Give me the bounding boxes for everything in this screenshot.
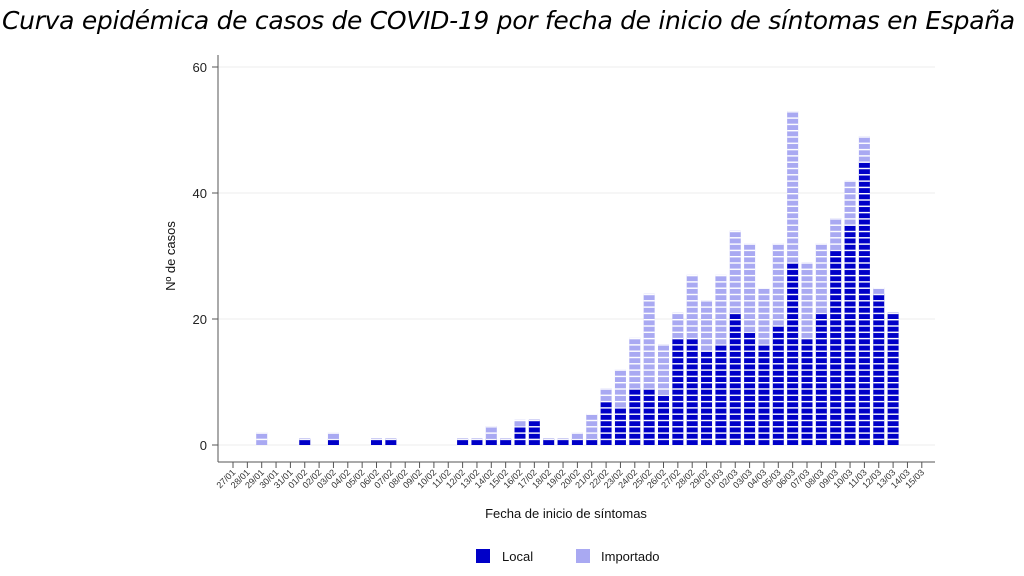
legend-swatch-importado bbox=[576, 549, 590, 563]
bar-stripes bbox=[758, 287, 770, 345]
legend-swatch-local bbox=[476, 549, 490, 563]
bar-stripes bbox=[873, 287, 885, 294]
bar-stripes bbox=[744, 243, 756, 332]
bar-stripes bbox=[801, 262, 813, 338]
bar-stripes bbox=[744, 331, 756, 445]
y-tick-label: 40 bbox=[193, 186, 207, 201]
bar-stripes bbox=[701, 350, 713, 445]
y-tick-label: 60 bbox=[193, 60, 207, 75]
bar-stripes bbox=[844, 224, 856, 445]
bar-stripes bbox=[586, 438, 598, 445]
bar-stripes bbox=[557, 438, 569, 445]
bar-stripes bbox=[614, 369, 626, 408]
bar-stripes bbox=[528, 419, 540, 445]
y-axis-label: Nº de casos bbox=[163, 221, 178, 291]
bar-stripes bbox=[672, 337, 684, 445]
bar-stripes bbox=[686, 337, 698, 445]
bar-stripes bbox=[543, 438, 555, 445]
bar-stripes bbox=[715, 344, 727, 445]
bar-stripes bbox=[787, 111, 799, 263]
bar-stripes bbox=[629, 388, 641, 445]
bar-stripes bbox=[600, 400, 612, 445]
bar-stripes bbox=[600, 388, 612, 401]
bar-stripes bbox=[614, 407, 626, 445]
bar-stripes bbox=[815, 312, 827, 445]
bar-stripes bbox=[643, 293, 655, 389]
bar-stripes bbox=[586, 413, 598, 439]
bar-stripes bbox=[830, 218, 842, 250]
bar-stripes bbox=[514, 426, 526, 445]
bar-stripes bbox=[485, 426, 497, 439]
y-tick-label: 20 bbox=[193, 312, 207, 327]
bar-stripes bbox=[873, 293, 885, 445]
x-axis-label: Fecha de inicio de síntomas bbox=[485, 506, 647, 521]
bar-stripes bbox=[371, 438, 382, 445]
bar-stripes bbox=[514, 419, 526, 427]
bar-stripes bbox=[658, 344, 669, 395]
bar-stripes bbox=[801, 337, 813, 445]
bar-stripes bbox=[485, 438, 497, 445]
bar-stripes bbox=[571, 432, 583, 439]
bar-stripes bbox=[471, 438, 483, 445]
bar-stripes bbox=[787, 262, 799, 445]
chart-title: Curva epidémica de casos de COVID-19 por… bbox=[2, 6, 1015, 35]
bar-stripes bbox=[629, 337, 641, 389]
bar-stripes bbox=[299, 438, 311, 445]
bar-stripes bbox=[772, 243, 784, 326]
bar-stripes bbox=[658, 394, 669, 445]
bar-stripes bbox=[686, 274, 698, 338]
y-tick-label: 0 bbox=[200, 438, 207, 453]
bar-stripes bbox=[672, 312, 684, 338]
bar-stripes bbox=[643, 388, 655, 445]
legend-label-importado: Importado bbox=[601, 549, 660, 564]
bar-stripes bbox=[457, 438, 469, 445]
bar-stripes bbox=[385, 438, 397, 445]
bar-stripes bbox=[858, 136, 870, 162]
bar-stripes bbox=[327, 432, 339, 439]
bar-stripes bbox=[844, 180, 856, 225]
bar-stripes bbox=[830, 249, 842, 445]
bar-stripes bbox=[772, 325, 784, 445]
legend-label-local: Local bbox=[502, 549, 533, 564]
bar-stripes bbox=[256, 432, 268, 445]
bar-stripes bbox=[887, 312, 899, 445]
bar-stripes bbox=[758, 344, 770, 445]
bar-stripes bbox=[729, 312, 741, 445]
bar-stripes bbox=[500, 438, 512, 445]
legend: Local Importado bbox=[476, 549, 660, 564]
bar-stripes bbox=[858, 161, 870, 445]
bar-stripes bbox=[729, 230, 741, 313]
bar-stripes bbox=[701, 300, 713, 351]
bar-stripes bbox=[815, 243, 827, 313]
bar-stripes bbox=[327, 438, 339, 445]
bar-stripes bbox=[571, 438, 583, 445]
bar-stripes bbox=[715, 274, 727, 345]
